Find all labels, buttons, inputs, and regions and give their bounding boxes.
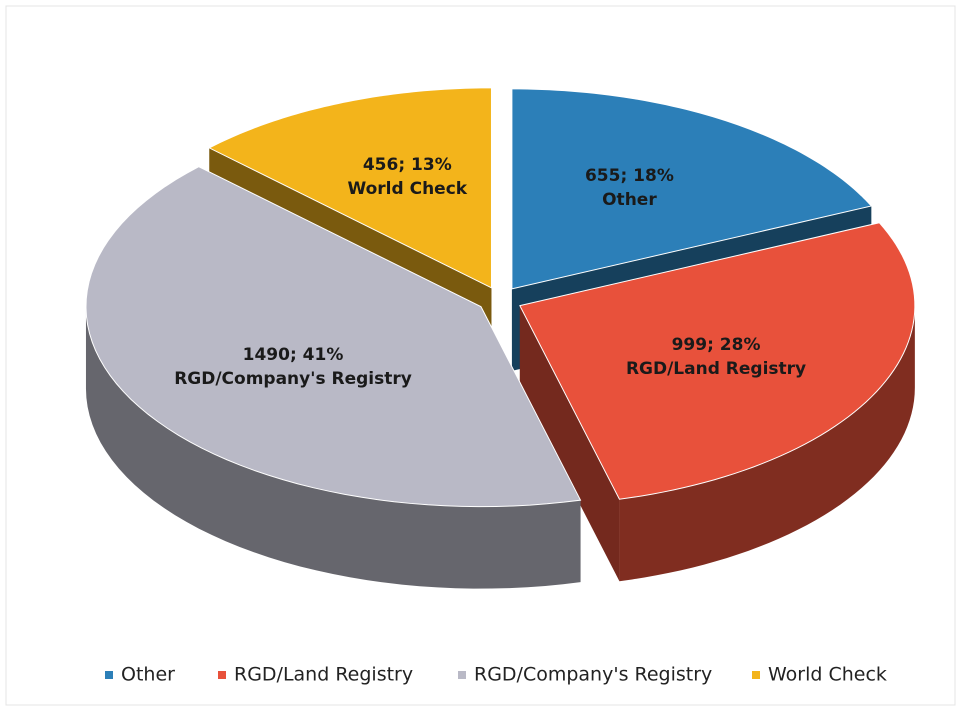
legend-swatch	[218, 671, 226, 679]
legend-swatch	[752, 671, 760, 679]
legend-label: RGD/Company's Registry	[474, 664, 712, 686]
legend: Other RGD/Land Registry RGD/Company's Regi…	[105, 664, 887, 686]
legend-swatch	[458, 671, 466, 679]
slice-side	[85, 306, 581, 589]
data-label: 999; 28%	[672, 335, 761, 355]
legend-label: World Check	[768, 664, 887, 686]
legend-swatch	[105, 671, 113, 679]
legend-label: RGD/Land Registry	[234, 664, 413, 686]
data-label: 1490; 41%	[243, 345, 344, 365]
data-label-category: RGD/Company's Registry	[174, 369, 412, 389]
slice	[208, 87, 492, 289]
data-label: 456; 13%	[363, 155, 452, 175]
data-label: 655; 18%	[585, 166, 674, 186]
data-label-category: World Check	[347, 179, 467, 199]
slice	[519, 222, 916, 500]
slice	[511, 88, 873, 290]
data-label-category: Other	[602, 190, 657, 210]
legend-label: Other	[121, 664, 175, 686]
slice-side	[619, 305, 915, 582]
data-label-category: RGD/Land Registry	[626, 359, 806, 379]
slice-edge	[519, 305, 620, 582]
slice	[85, 166, 582, 508]
frame	[5, 5, 956, 706]
